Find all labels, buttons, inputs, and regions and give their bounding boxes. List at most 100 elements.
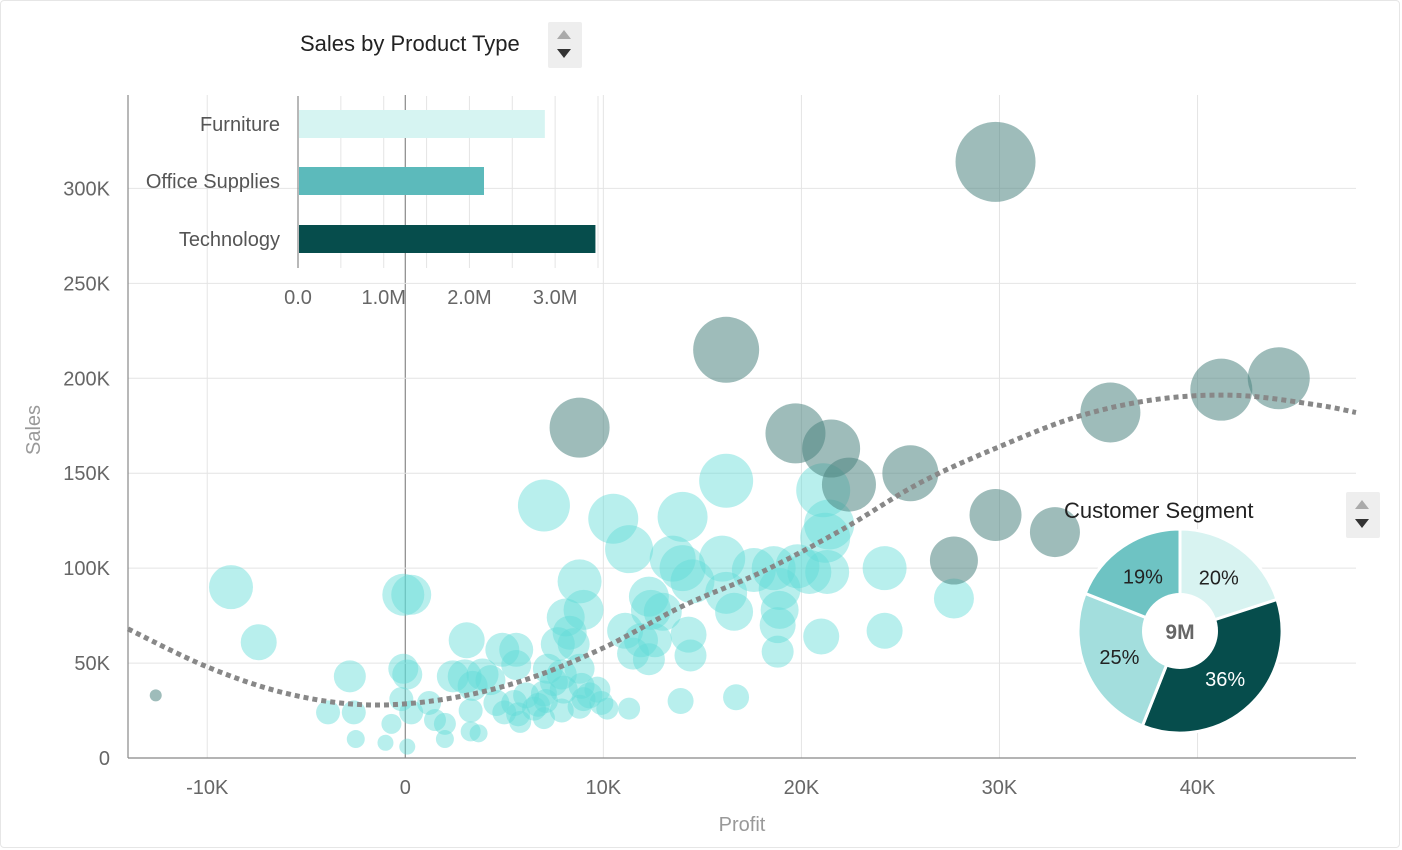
- bubble-other: [424, 709, 446, 732]
- bubble-other: [567, 694, 592, 719]
- bubble-other: [458, 698, 483, 723]
- bubble-other: [530, 680, 557, 707]
- bubble-other: [759, 607, 796, 644]
- bubble-other: [208, 565, 253, 610]
- segment-chart-stepper: [1346, 492, 1380, 538]
- x-tick-label: -10K: [186, 777, 229, 799]
- bubble-other: [731, 548, 776, 593]
- bubble-other: [435, 730, 454, 749]
- bubble-other: [399, 738, 416, 755]
- bubble-other: [533, 689, 558, 714]
- segment-chart-title: Customer Segment: [1064, 498, 1254, 523]
- bubble-technology: [821, 457, 876, 512]
- bubble-other: [433, 712, 456, 735]
- bubble-other: [469, 724, 488, 743]
- y-tick-label: 0: [99, 748, 110, 770]
- bubble-other: [670, 559, 715, 604]
- bubble-other: [670, 616, 707, 653]
- bubble-other: [618, 697, 641, 720]
- bubble-other: [485, 632, 520, 667]
- bubble-other: [576, 682, 603, 709]
- bubble-other: [549, 698, 574, 723]
- bubble-other: [571, 687, 596, 712]
- bubble-other: [466, 658, 499, 691]
- bar-technology: [299, 225, 596, 253]
- pie-slice-label: 36%: [1205, 669, 1245, 691]
- bubble-other: [525, 692, 550, 717]
- bubble-other: [532, 653, 563, 684]
- bubble-other: [539, 668, 568, 697]
- bubble-other: [588, 493, 639, 544]
- bubble-other: [540, 627, 575, 662]
- bubble-other: [758, 568, 801, 611]
- bubble-other: [557, 628, 590, 661]
- bubble-other: [475, 665, 506, 696]
- bubble-other: [341, 700, 366, 725]
- bubble-other: [240, 624, 277, 661]
- chevron-up-icon[interactable]: [557, 30, 571, 39]
- y-tick-label: 200K: [63, 368, 110, 390]
- bubble-other: [549, 675, 578, 704]
- bubble-other: [557, 559, 602, 604]
- bubble-other: [563, 589, 604, 630]
- x-tick-label: 10K: [586, 777, 622, 799]
- pie-slice-label: 25%: [1099, 647, 1139, 669]
- bubble-other: [382, 573, 425, 616]
- chevron-down-icon[interactable]: [557, 49, 571, 58]
- bubble-other: [804, 499, 855, 550]
- bubble-other: [499, 632, 534, 667]
- bubble-other: [564, 653, 595, 684]
- x-tick-label: 0: [400, 777, 411, 799]
- bar-category-label: Technology: [179, 229, 280, 251]
- x-tick-label: 40K: [1180, 777, 1216, 799]
- bubble-other: [800, 512, 851, 563]
- bubble-other: [568, 672, 595, 699]
- bubble-technology: [1190, 358, 1253, 421]
- bubble-technology: [969, 488, 1022, 541]
- product-bar-chart: Furniture Office Supplies Technology 0.0 1.0…: [146, 96, 599, 309]
- bubble-other: [346, 730, 365, 749]
- bubble-other: [803, 618, 840, 655]
- pie-slice-label: 19%: [1123, 566, 1163, 588]
- bubble-other: [522, 696, 547, 721]
- axes: -10K 0 10K 20K 30K 40K 0 50K 100K 150K 200K 250K 300…: [63, 95, 1356, 799]
- bubble-other: [705, 571, 748, 614]
- bubble-other: [517, 479, 570, 532]
- bubble-other: [447, 659, 482, 694]
- bubble-other: [492, 700, 517, 725]
- bubble-other: [760, 590, 799, 629]
- y-tick-label: 300K: [63, 178, 110, 200]
- bubble-other: [605, 525, 654, 574]
- bubble-other: [448, 622, 485, 659]
- product-chart-title: Sales by Product Type: [300, 31, 520, 56]
- bubble-other: [723, 684, 750, 711]
- bubble-technology: [1029, 507, 1080, 558]
- bubble-other: [787, 549, 832, 594]
- bubble-other: [584, 676, 611, 703]
- y-axis-label: Sales: [23, 405, 45, 455]
- bubble-other: [632, 643, 665, 676]
- bubble-other: [659, 545, 706, 592]
- bubble-other: [596, 697, 619, 720]
- bubble-other: [699, 535, 746, 582]
- bubble-other: [513, 682, 540, 709]
- segment-pie-chart: 20% 36% 25% 19% 9M: [1076, 527, 1284, 735]
- chevron-down-icon[interactable]: [1355, 519, 1369, 528]
- pie-slice-label: 20%: [1199, 568, 1239, 590]
- bubble-other: [628, 576, 669, 617]
- bubble-other: [483, 689, 510, 716]
- bar-office-supplies: [299, 167, 484, 195]
- bubble-other: [377, 734, 394, 751]
- bubble-technology: [1080, 382, 1141, 443]
- bubble-other: [862, 546, 907, 591]
- x-tick-label: 20K: [784, 777, 820, 799]
- y-tick-label: 100K: [63, 558, 110, 580]
- bubble-other: [552, 615, 587, 650]
- trendline: [126, 392, 1357, 708]
- bubble-other: [805, 549, 850, 594]
- bubble-other: [657, 491, 708, 542]
- chevron-up-icon[interactable]: [1355, 500, 1369, 509]
- bubble-other: [649, 535, 696, 582]
- bubble-other: [501, 649, 532, 680]
- bubble-other: [506, 702, 531, 727]
